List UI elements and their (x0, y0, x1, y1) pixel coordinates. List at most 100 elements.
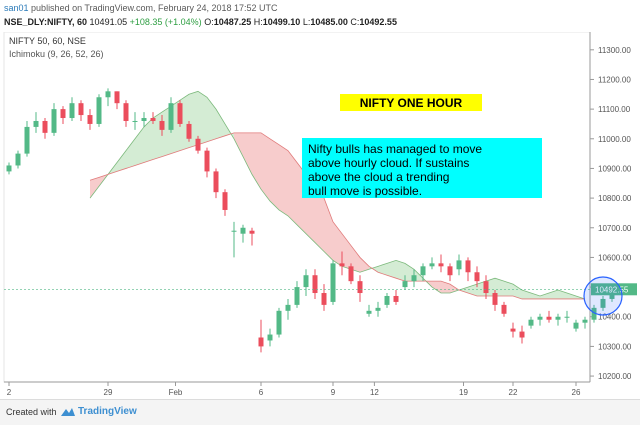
candle-up (303, 275, 309, 288)
cloud-segment-bull (396, 260, 405, 282)
candle-down (186, 123, 192, 139)
candle-up (420, 266, 426, 276)
cloud-segment-bear (243, 132, 252, 175)
candle-up (33, 120, 39, 127)
x-tick-label: 9 (331, 388, 336, 397)
candle-down (501, 304, 507, 314)
candle-up (384, 295, 390, 305)
candle-down (150, 118, 156, 121)
cloud-segment-bull (387, 260, 396, 279)
x-tick-label: 22 (509, 388, 518, 397)
candle-up (429, 263, 435, 267)
candle-up (267, 334, 273, 341)
candle-down (519, 331, 525, 338)
footer-bar: Created with TradingView (0, 399, 640, 425)
cloud-segment-bear (432, 281, 441, 294)
candle-down (87, 115, 93, 124)
title-box-bg (340, 94, 482, 111)
candle-up (591, 307, 597, 320)
tradingview-logo-icon (61, 408, 75, 416)
candle-down (447, 266, 453, 276)
cloud-segment-bull (117, 150, 126, 172)
cloud-segment-bear (351, 245, 360, 273)
candle-up (294, 287, 300, 305)
candle-down (546, 316, 552, 320)
chart-header: san01 published on TradingView.com, Febr… (0, 0, 640, 32)
cloud-segment-bull (135, 126, 144, 166)
legend-indicator: Ichimoku (9, 26, 52, 26) (9, 49, 104, 59)
cloud-segment-bull (513, 284, 522, 299)
price-chart[interactable]: 11300.00 11200.00 11100.00 11000.00 10900.00… (0, 32, 640, 399)
candle-down (78, 103, 84, 116)
y-tick-label: 10400.00 (598, 313, 632, 322)
low-label: L: (302, 17, 311, 27)
x-tick-label: 2 (7, 388, 12, 397)
low-value: 10485.00 (310, 17, 348, 27)
last-price: 10491.05 (89, 17, 128, 27)
highlight-circle (583, 276, 623, 316)
cloud-segment-bull (495, 278, 504, 296)
cloud-segment-bear (315, 186, 324, 252)
x-tick-label: 6 (259, 388, 264, 397)
candle-up (276, 310, 282, 335)
cloud-segment-bear (252, 132, 261, 190)
annotation-bg (302, 138, 542, 198)
cloud-segment-bull (207, 97, 216, 142)
cloud-segment-bear (441, 281, 450, 294)
candle-up (105, 91, 111, 98)
created-with-label: Created with (6, 407, 57, 417)
candle-down (204, 150, 210, 172)
candle-down (312, 275, 318, 294)
y-tick-label: 11100.00 (598, 105, 631, 114)
publish-info: san01 published on TradingView.com, Febr… (4, 3, 278, 13)
candle-up (402, 281, 408, 288)
tradingview-brand[interactable]: TradingView (78, 406, 137, 417)
symbol-label: NSE_DLY:NIFTY, 60 (4, 17, 88, 27)
author-link[interactable]: san01 (4, 3, 29, 13)
candle-up (240, 227, 246, 234)
annotation-line: bull move is possible. (308, 184, 422, 198)
cloud-segment-bull (567, 293, 576, 299)
candle-up (285, 304, 291, 311)
y-tick-label: 10200.00 (598, 372, 632, 381)
annotation-line: Nifty bulls has managed to move (308, 142, 482, 156)
x-tick-label: 26 (572, 388, 581, 397)
candle-down (222, 192, 228, 210)
candle-up (69, 103, 75, 119)
cloud-segment-bear (261, 132, 270, 202)
candle-up (564, 316, 570, 318)
candle-down (357, 281, 363, 294)
y-tick-label: 11200.00 (598, 75, 631, 84)
y-tick-label: 10800.00 (598, 194, 632, 203)
price-tag: 10492.55 (595, 285, 629, 294)
close-value: 10492.55 (359, 17, 397, 27)
candle-down (321, 293, 327, 305)
candle-down (348, 266, 354, 282)
candle-down (474, 272, 480, 282)
published-text: published on TradingView.com, February 2… (31, 3, 278, 13)
candle-up (537, 316, 543, 320)
cloud-segment-bull (216, 109, 225, 139)
annotation-line: above hourly cloud. If sustains (308, 156, 469, 170)
candle-up (51, 109, 57, 133)
ohlc-readout: NSE_DLY:NIFTY, 60 10491.05 +108.35 (+1.0… (4, 17, 397, 27)
cloud-segment-bull (540, 293, 549, 299)
y-tick-label: 10600.00 (598, 253, 632, 262)
price-change: +108.35 (+1.04%) (129, 17, 202, 27)
candle-down (465, 260, 471, 273)
y-tick-label: 10700.00 (598, 224, 632, 233)
y-tick-label: 10900.00 (598, 164, 632, 173)
price-tag-bg (591, 283, 637, 296)
candle-up (528, 319, 534, 326)
cloud-segment-bull (198, 91, 207, 145)
cloud-segment-bear (279, 144, 288, 216)
candle-up (555, 316, 561, 320)
leading-span-b (89, 132, 585, 300)
x-tick-label: Feb (169, 388, 183, 397)
chart-title-box: NIFTY ONE HOUR (360, 96, 463, 110)
cloud-segment-bear (324, 198, 333, 261)
candle-down (195, 138, 201, 151)
candle-up (15, 153, 21, 166)
cloud-segment-bull (126, 138, 135, 169)
cloud-segment-bear (90, 177, 99, 199)
